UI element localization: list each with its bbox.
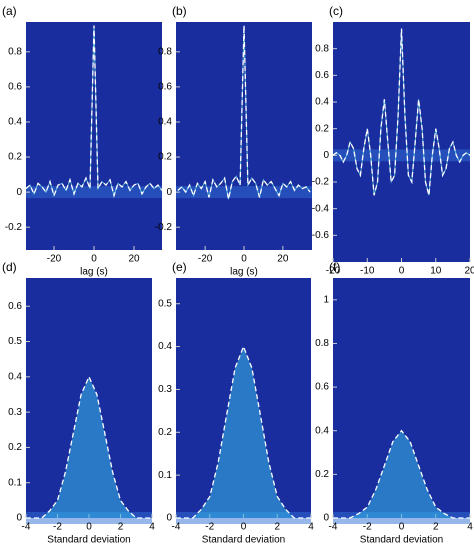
x-tick-label: 0 bbox=[399, 266, 405, 277]
mean-curve bbox=[177, 25, 311, 200]
x-tick-label: 4 bbox=[467, 522, 473, 533]
y-tick-label: 0.4 bbox=[158, 341, 172, 352]
mean-curve bbox=[25, 25, 163, 198]
y-tick-label: 0.4 bbox=[315, 425, 329, 436]
glow bbox=[333, 149, 470, 162]
panel-label: (d) bbox=[2, 260, 17, 274]
y-tick-label: 0.3 bbox=[8, 407, 22, 418]
panel-label: (c) bbox=[329, 4, 343, 18]
x-tick-label: -2 bbox=[363, 522, 372, 533]
glow bbox=[26, 186, 162, 199]
plot-background bbox=[176, 22, 312, 250]
x-axis-label: lag (s) bbox=[230, 267, 258, 278]
y-tick-label: 0 bbox=[323, 150, 329, 161]
panel-label: (a) bbox=[2, 4, 17, 18]
plot-background bbox=[26, 22, 162, 250]
x-tick-label: -4 bbox=[22, 522, 31, 533]
x-tick-label: 0 bbox=[86, 522, 92, 533]
x-tick-label: -4 bbox=[329, 522, 338, 533]
y-tick-label: 0 bbox=[16, 513, 22, 524]
x-axis-label: lag (s) bbox=[80, 267, 108, 278]
y-tick-label: 0 bbox=[166, 513, 172, 524]
y-tick-label: 0.2 bbox=[8, 152, 22, 163]
x-tick-label: 4 bbox=[149, 522, 155, 533]
y-tick-label: 0.8 bbox=[315, 338, 329, 349]
x-tick-label: 2 bbox=[433, 522, 439, 533]
y-tick-label: -0.6 bbox=[312, 230, 330, 241]
x-tick-label: -2 bbox=[205, 522, 214, 533]
x-axis-label: Standard deviation bbox=[360, 535, 443, 546]
y-tick-label: 0.2 bbox=[315, 469, 329, 480]
mean-curve bbox=[176, 344, 311, 519]
y-tick-label: 0.5 bbox=[8, 336, 22, 347]
y-tick-label: 0.4 bbox=[8, 371, 22, 382]
x-tick-label: 20 bbox=[277, 254, 289, 265]
x-tick-label: -2 bbox=[53, 522, 62, 533]
y-tick-label: 0.2 bbox=[315, 123, 329, 134]
x-tick-label: -4 bbox=[172, 522, 181, 533]
y-tick-label: 0.4 bbox=[8, 117, 22, 128]
panel-label: (e) bbox=[172, 260, 187, 274]
y-tick-label: 0.5 bbox=[158, 298, 172, 309]
y-tick-label: -0.2 bbox=[312, 177, 330, 188]
y-tick-label: 0.6 bbox=[8, 82, 22, 93]
y-tick-label: 1 bbox=[323, 294, 329, 305]
x-tick-label: 10 bbox=[430, 266, 442, 277]
x-tick-label: 0 bbox=[241, 522, 247, 533]
y-tick-label: 0.2 bbox=[158, 427, 172, 438]
y-tick-label: -0.4 bbox=[312, 203, 330, 214]
x-axis-label: Standard deviation bbox=[47, 535, 130, 546]
x-tick-label: 20 bbox=[128, 254, 140, 265]
x-tick-label: 0 bbox=[91, 254, 97, 265]
y-tick-label: 0.8 bbox=[8, 46, 22, 57]
y-tick-label: 0.6 bbox=[315, 382, 329, 393]
density-area bbox=[333, 430, 470, 518]
y-tick-label: 0.8 bbox=[158, 46, 172, 57]
x-tick-label: 2 bbox=[274, 522, 280, 533]
y-tick-label: 0.1 bbox=[158, 470, 172, 481]
x-tick-label: 0 bbox=[399, 522, 405, 533]
mean-curve bbox=[26, 375, 152, 519]
x-tick-label: -20 bbox=[326, 266, 341, 277]
y-tick-label: 0.6 bbox=[315, 70, 329, 81]
y-tick-label: 0.8 bbox=[315, 43, 329, 54]
y-tick-label: 0.4 bbox=[158, 117, 172, 128]
y-tick-label: 0 bbox=[323, 513, 329, 524]
y-tick-label: 0.4 bbox=[315, 97, 329, 108]
x-tick-label: 2 bbox=[118, 522, 124, 533]
y-tick-label: 0 bbox=[166, 187, 172, 198]
x-tick-label: -10 bbox=[360, 266, 375, 277]
x-axis-label: Standard deviation bbox=[202, 535, 285, 546]
panel-label: (b) bbox=[172, 4, 187, 18]
x-tick-label: 20 bbox=[464, 266, 474, 277]
plot-background bbox=[333, 22, 470, 262]
panel-label: (f) bbox=[329, 260, 340, 274]
y-tick-label: 0.3 bbox=[158, 384, 172, 395]
x-tick-label: -20 bbox=[47, 254, 62, 265]
y-tick-label: -0.2 bbox=[155, 222, 173, 233]
y-tick-label: 0.1 bbox=[8, 477, 22, 488]
x-tick-label: 4 bbox=[308, 522, 314, 533]
mean-curve bbox=[332, 28, 471, 196]
density-area bbox=[26, 376, 152, 518]
y-tick-label: 0.2 bbox=[158, 152, 172, 163]
x-tick-label: -20 bbox=[198, 254, 213, 265]
mean-curve bbox=[333, 429, 470, 519]
x-tick-label: 0 bbox=[241, 254, 247, 265]
y-tick-label: 0.6 bbox=[158, 82, 172, 93]
y-tick-label: 0.2 bbox=[8, 442, 22, 453]
y-tick-label: 0 bbox=[16, 187, 22, 198]
density-area bbox=[176, 346, 311, 518]
y-tick-label: -0.2 bbox=[5, 222, 23, 233]
y-tick-label: 0.6 bbox=[8, 301, 22, 312]
